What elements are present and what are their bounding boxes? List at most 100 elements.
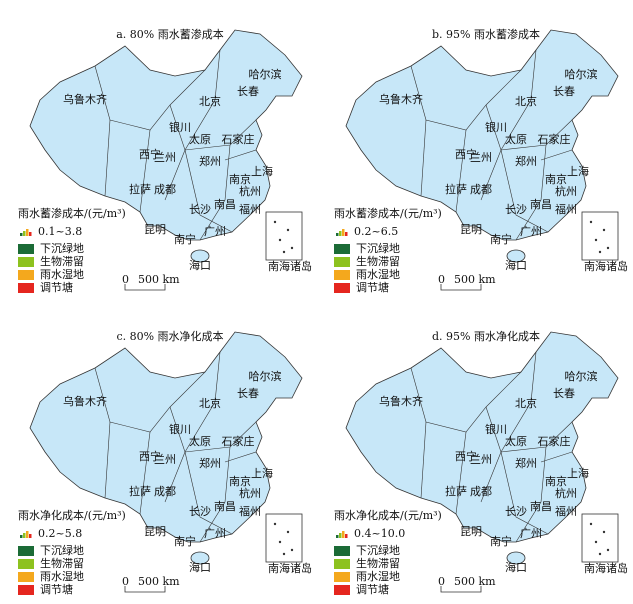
city-label: 北京 xyxy=(515,396,537,410)
city-label: 石家庄 xyxy=(222,434,255,448)
legend-label: 雨水湿地 xyxy=(40,570,84,583)
panel-title: b. 95% 雨水蓄渗成本 xyxy=(432,27,540,41)
province-border xyxy=(184,149,233,233)
scale-zero: 0 xyxy=(122,273,129,286)
island-dot xyxy=(602,228,606,232)
scale-bar xyxy=(124,586,166,593)
city-label: 昆明 xyxy=(144,525,166,538)
city-label: 南京 xyxy=(545,172,567,186)
legend-label: 下沉绿地 xyxy=(40,241,84,255)
island-dot xyxy=(589,220,593,224)
city-label: 乌鲁木齐 xyxy=(63,394,107,408)
legend-icon-bar xyxy=(26,531,29,538)
city-label: 拉萨 xyxy=(129,484,151,498)
city-label: 海口 xyxy=(505,560,527,574)
legend-range: 0.4~10.0 xyxy=(354,527,405,540)
legend-title: 雨水净化成本/(元/m³) xyxy=(18,508,126,522)
city-label: 昆明 xyxy=(460,525,482,538)
city-label: 银川 xyxy=(169,422,191,436)
province-border xyxy=(500,49,537,151)
city-label: 成都 xyxy=(154,485,176,498)
province-border xyxy=(420,119,427,197)
island-dot xyxy=(606,548,610,552)
scale-zero: 0 xyxy=(122,575,129,588)
city-label: 海口 xyxy=(189,258,211,272)
legend-swatch xyxy=(334,270,350,280)
island-dot xyxy=(290,548,294,552)
city-label: 兰州 xyxy=(154,151,176,164)
city-label: 银川 xyxy=(169,120,191,134)
city-label: 南宁 xyxy=(490,232,512,246)
city-label: 杭州 xyxy=(239,184,261,198)
inset-label: 南海诸岛 xyxy=(268,259,312,273)
city-label: 长沙 xyxy=(505,505,527,518)
city-label: 南宁 xyxy=(490,534,512,548)
island-dot xyxy=(606,246,610,250)
legend-swatch xyxy=(18,244,34,254)
scale-bar xyxy=(124,284,166,291)
province-border xyxy=(455,129,467,213)
province-border xyxy=(515,446,547,543)
city-label: 郑州 xyxy=(515,456,537,470)
city-label: 北京 xyxy=(199,94,221,108)
legend-icon-bar xyxy=(23,231,26,236)
city-label: 南京 xyxy=(545,474,567,488)
city-label: 石家庄 xyxy=(538,434,571,448)
island-dot xyxy=(594,540,598,544)
city-label: 西宁 xyxy=(455,449,477,463)
city-label: 杭州 xyxy=(555,184,577,198)
legend-title: 雨水净化成本/(元/m³) xyxy=(334,508,442,522)
hainan-island xyxy=(506,249,526,263)
province-border xyxy=(540,149,573,161)
city-label: 福州 xyxy=(555,202,577,216)
province-border xyxy=(184,351,221,453)
legend-label: 生物滞留 xyxy=(40,556,84,570)
city-label: 石家庄 xyxy=(222,132,255,146)
city-label: 杭州 xyxy=(239,486,261,500)
legend-icon-bar xyxy=(29,232,32,236)
hainan-island xyxy=(506,551,526,565)
city-label: 哈尔滨 xyxy=(249,369,282,383)
city-label: 拉萨 xyxy=(445,484,467,498)
city-label: 乌鲁木齐 xyxy=(63,92,107,106)
city-label: 上海 xyxy=(251,164,273,178)
island-dot xyxy=(286,228,290,232)
city-label: 上海 xyxy=(251,466,273,480)
city-label: 西宁 xyxy=(139,449,161,463)
island-dot xyxy=(278,540,282,544)
legend-swatch xyxy=(18,546,34,556)
city-label: 福州 xyxy=(239,504,261,518)
legend-swatch xyxy=(334,559,350,569)
legend-label: 下沉绿地 xyxy=(40,543,84,557)
legend-range: 0.2~5.8 xyxy=(38,527,82,540)
legend-label: 雨水湿地 xyxy=(356,570,400,583)
scale-distance: 500 km xyxy=(138,273,180,286)
legend-swatch xyxy=(18,257,34,267)
city-label: 昆明 xyxy=(460,223,482,236)
province-border xyxy=(139,129,151,213)
city-label: 昆明 xyxy=(144,223,166,236)
island-dot xyxy=(602,530,606,534)
scale-distance: 500 km xyxy=(454,575,496,588)
city-label: 成都 xyxy=(154,183,176,196)
city-label: 南京 xyxy=(229,474,251,488)
island-dot xyxy=(594,238,598,242)
legend-icon-bar xyxy=(23,533,26,538)
city-label: 太原 xyxy=(505,435,527,448)
city-label: 福州 xyxy=(239,202,261,216)
city-label: 西宁 xyxy=(455,147,477,161)
legend-icon-bar xyxy=(336,233,339,236)
legend-icon-bar xyxy=(342,229,345,236)
legend-icon-bar xyxy=(336,535,339,538)
city-label: 西宁 xyxy=(139,147,161,161)
legend-label: 生物滞留 xyxy=(356,254,400,268)
city-label: 南昌 xyxy=(214,198,236,211)
city-label: 长沙 xyxy=(505,203,527,216)
province-border xyxy=(199,144,231,241)
legend-swatch xyxy=(334,572,350,582)
legend-title: 雨水蓄渗成本/(元/m³) xyxy=(334,206,442,220)
scale-distance: 500 km xyxy=(454,273,496,286)
province-border xyxy=(199,446,231,543)
island-dot xyxy=(278,238,282,242)
province-border xyxy=(500,451,549,535)
